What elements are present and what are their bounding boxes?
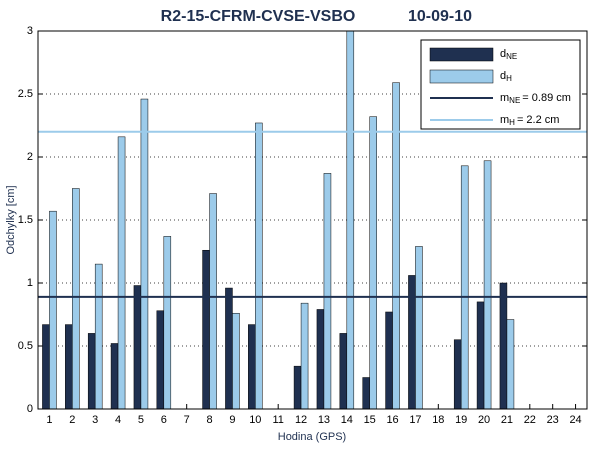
x-tick-label: 7 — [184, 414, 190, 426]
bar — [339, 333, 348, 410]
y-tick-label: 2.5 — [18, 88, 33, 100]
legend-subscript: NE — [509, 96, 520, 105]
y-tick-label: 1.5 — [18, 214, 33, 226]
bar — [225, 287, 233, 410]
chart-date: 10-09-10 — [408, 8, 472, 25]
bar — [209, 193, 217, 410]
bar — [72, 188, 80, 410]
x-tick-label: 20 — [478, 414, 490, 426]
bar — [110, 343, 119, 410]
bar — [323, 173, 332, 410]
legend-subscript: NE — [506, 52, 517, 61]
legend-subscript: H — [506, 74, 512, 83]
bar — [453, 339, 462, 410]
legend-label: mNE = 0.89 cm — [500, 92, 571, 105]
bar — [369, 116, 377, 410]
legend-name: m — [500, 92, 509, 104]
x-tick-label: 15 — [364, 414, 376, 426]
bar — [362, 377, 370, 410]
y-tick-label: 2 — [27, 151, 33, 163]
bar — [415, 246, 423, 410]
x-tick-label: 3 — [92, 414, 98, 426]
x-tick-label: 18 — [432, 414, 444, 426]
legend-value: = 2.2 cm — [517, 114, 560, 126]
bar — [232, 312, 240, 410]
x-axis-label: Hodina (GPS) — [278, 431, 346, 443]
bar — [87, 333, 96, 410]
legend-name: d — [500, 70, 506, 82]
bar — [202, 249, 210, 410]
bar — [385, 311, 393, 410]
bar — [293, 365, 302, 410]
bar — [248, 324, 256, 410]
bar — [300, 302, 309, 410]
x-tick-label: 9 — [229, 414, 235, 426]
x-tick-label: 14 — [341, 414, 353, 426]
bar — [117, 136, 126, 410]
y-tick-label: 3 — [27, 25, 33, 37]
legend-swatch — [429, 47, 494, 62]
x-tick-label: 23 — [547, 414, 559, 426]
y-tick-label: 0.5 — [18, 340, 33, 352]
bar — [140, 98, 149, 410]
x-tick-label: 19 — [455, 414, 467, 426]
bar — [346, 30, 355, 410]
bar — [506, 319, 515, 410]
axes-frame — [37, 30, 588, 410]
bar — [460, 165, 469, 410]
bar — [316, 309, 325, 410]
x-tick-label: 4 — [115, 414, 121, 426]
legend-label: dNE — [500, 48, 517, 61]
x-tick-label: 17 — [409, 414, 421, 426]
bar — [476, 301, 485, 410]
x-tick-label: 22 — [524, 414, 536, 426]
bar — [408, 275, 416, 410]
x-tick-label: 1 — [46, 414, 52, 426]
x-tick-label: 5 — [138, 414, 144, 426]
y-tick-label: 0 — [27, 403, 33, 415]
legend-swatch — [429, 69, 494, 84]
x-tick-label: 13 — [318, 414, 330, 426]
x-tick-label: 24 — [569, 414, 581, 426]
bar — [156, 310, 165, 410]
x-tick-label: 16 — [386, 414, 398, 426]
bar — [94, 263, 103, 410]
legend-subscript: H — [509, 118, 515, 127]
chart-title: R2-15-CFRM-CVSE-VSBO — [161, 8, 356, 25]
bar — [163, 236, 172, 410]
x-tick-label: 10 — [249, 414, 261, 426]
legend-name: m — [500, 114, 509, 126]
x-tick-label: 6 — [161, 414, 167, 426]
bar — [133, 285, 142, 410]
x-tick-label: 11 — [272, 414, 283, 426]
x-tick-label: 21 — [501, 414, 513, 426]
bar — [42, 324, 50, 410]
x-tick-label: 8 — [207, 414, 213, 426]
legend-value: = 0.89 cm — [522, 92, 571, 104]
bar — [255, 122, 263, 410]
bar — [49, 210, 57, 410]
x-tick-label: 12 — [295, 414, 307, 426]
legend-label: mH = 2.2 cm — [500, 114, 559, 127]
y-axis-label: Odchylky [cm] — [5, 185, 17, 254]
y-tick-label: 1 — [27, 277, 33, 289]
legend-name: d — [500, 48, 506, 60]
bar — [483, 160, 492, 410]
bar — [65, 324, 73, 410]
bar — [499, 282, 508, 410]
x-tick-label: 2 — [69, 414, 75, 426]
legend-label: dH — [500, 70, 512, 83]
